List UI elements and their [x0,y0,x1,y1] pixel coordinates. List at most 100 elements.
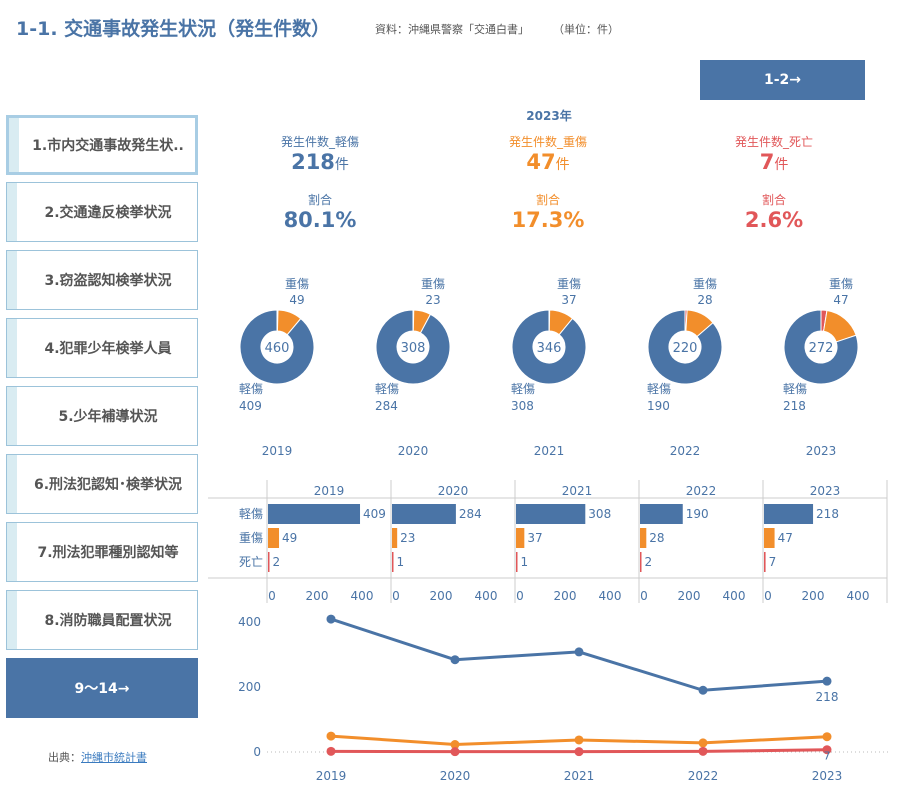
sidebar-item-theft[interactable]: 3.窃盗認知検挙状況 [6,250,198,310]
kpi-minor: 発生件数_軽傷 218件 割合 80.1% [230,133,410,232]
bar-2023-死亡[interactable] [764,552,766,572]
bar-2023-重傷[interactable] [764,528,775,548]
donut-minor-value-2021: 308 [511,399,534,413]
more-pages-button[interactable]: 9～14→ [6,658,198,718]
bar-2019-軽傷[interactable] [268,504,361,524]
kpi-serious-label: 発生件数_重傷 [508,135,587,149]
line-point-死亡-2021[interactable] [574,747,584,757]
donut-total-2019: 460 [265,341,290,356]
bar-2022-重傷[interactable] [640,528,647,548]
donut-serious-value-2022: 28 [697,293,712,307]
bar-label-2021-軽傷: 308 [588,507,611,521]
donut-serious-value-2020: 23 [425,293,440,307]
bar-2022-死亡[interactable] [640,552,642,572]
kpi-serious-value: 47 [526,150,556,174]
line-point-重傷-2022[interactable] [698,738,708,748]
line-ytick-0: 0 [253,745,261,759]
donut-minor-name-2021: 軽傷 [511,381,535,396]
bar-label-2020-重傷: 23 [400,531,415,545]
bar-label-2021-死亡: 1 [521,555,529,569]
sidebar-item-juvenile-arrests[interactable]: 4.犯罪少年検挙人員 [6,318,198,378]
line-point-死亡-2019[interactable] [326,746,336,756]
data-source: 資料：沖縄県警察「交通白書」 [375,23,529,36]
kpi-year: 2023年 [526,109,572,123]
donut-slice-2020-軽傷[interactable] [375,309,451,385]
line-xtick-2023: 2023 [812,769,843,783]
line-chart: 400 200 0 2019 2020 2021 2022 2023 218 7 [238,614,891,783]
kpi-death-ratio: 2.6% [744,208,804,232]
sidebar-item-fire-staff[interactable]: 8.消防職員配置状況 [6,590,198,650]
bar-xtick-2019-200: 200 [306,589,329,603]
bar-xtick-2022-0: 0 [640,589,648,603]
donut-total-2021: 346 [537,341,562,356]
next-page-button[interactable]: 1-2→ [700,60,865,100]
line-point-重傷-2021[interactable] [574,735,584,745]
bar-2021-軽傷[interactable] [516,504,586,524]
line-point-軽傷-2020[interactable] [450,655,460,665]
bar-2020-死亡[interactable] [392,552,394,572]
bar-2019-死亡[interactable] [268,552,270,572]
donut-serious-value-2019: 49 [289,293,304,307]
bar-2022-軽傷[interactable] [640,504,683,524]
donut-minor-value-2023: 218 [783,399,806,413]
unit-label: （単位：件） [553,23,619,36]
sidebar-item-crime-types[interactable]: 7.刑法犯罪種別認知等 [6,522,198,582]
donut-minor-value-2022: 190 [647,399,670,413]
line-point-死亡-2020[interactable] [450,747,460,757]
bar-2020-軽傷[interactable] [392,504,456,524]
bar-2020-重傷[interactable] [392,528,398,548]
bar-xtick-2022-200: 200 [678,589,701,603]
bar-label-2019-死亡: 2 [273,555,281,569]
bar-2021-死亡[interactable] [516,552,518,572]
line-xtick-2021: 2021 [564,769,595,783]
bar-2023-軽傷[interactable] [764,504,814,524]
line-xtick-2019: 2019 [316,769,347,783]
donut-serious-name-2019: 重傷 [285,276,309,291]
bar-xtick-2019-400: 400 [351,589,374,603]
line-point-軽傷-2019[interactable] [326,614,336,624]
bar-facet-title-2022: 2022 [686,484,717,498]
line-point-軽傷-2022[interactable] [698,685,708,695]
line-end-label-death: 7 [824,750,831,763]
sidebar-item-traffic-violations[interactable]: 2.交通違反検挙状況 [6,182,198,242]
sidebar-item-juvenile-guidance[interactable]: 5.少年補導状況 [6,386,198,446]
bar-label-2021-重傷: 37 [527,531,542,545]
donut-slice-2022-軽傷[interactable] [647,309,723,385]
donut-slice-2023-軽傷[interactable] [783,309,859,385]
bar-label-2020-死亡: 1 [397,555,405,569]
credit-link[interactable]: 沖縄市統計書 [81,751,147,764]
credit: 出典：沖縄市統計書 [48,751,147,764]
bar-xtick-2021-200: 200 [554,589,577,603]
sidebar-item-traffic-accidents[interactable]: 1.市内交通事故発生状.. [6,115,198,175]
bar-label-2019-重傷: 49 [282,531,297,545]
kpi-minor-label: 発生件数_軽傷 [280,135,359,149]
line-point-死亡-2023[interactable] [822,745,832,755]
bar-label-2022-重傷: 28 [649,531,664,545]
sidebar-item-criminal-cases[interactable]: 6.刑法犯認知･検挙状況 [6,454,198,514]
kpi-death: 発生件数_死亡 7件 割合 2.6% [684,133,864,232]
donut-total-2023: 272 [809,341,834,356]
donut-slice-2021-軽傷[interactable] [511,309,587,385]
line-point-重傷-2019[interactable] [326,731,336,741]
line-point-軽傷-2021[interactable] [574,647,584,657]
bar-label-2022-軽傷: 190 [686,507,709,521]
kpi-death-ratio-label: 割合 [761,193,786,207]
kpi-minor-value: 218 [291,150,335,174]
bar-xtick-2021-0: 0 [516,589,524,603]
donut-charts: 460 重傷 49 軽傷 409 2019 308 重傷 23 軽傷 284 2020 346 重傷 37 軽… [239,276,859,458]
bar-label-2019-軽傷: 409 [363,507,386,521]
line-point-重傷-2020[interactable] [450,740,460,750]
line-ytick-400: 400 [238,615,261,629]
line-point-死亡-2022[interactable] [698,746,708,756]
line-point-軽傷-2023[interactable] [822,676,832,686]
bar-2021-重傷[interactable] [516,528,525,548]
bar-xtick-2023-200: 200 [802,589,825,603]
donut-serious-name-2020: 重傷 [421,276,445,291]
donut-slice-2019-軽傷[interactable] [239,309,315,385]
donut-serious-value-2021: 37 [561,293,576,307]
line-point-重傷-2023[interactable] [822,732,832,742]
bar-2019-重傷[interactable] [268,528,280,548]
bar-xtick-2021-400: 400 [599,589,622,603]
page-title: 1-1. 交通事故発生状況（発生件数） [16,18,331,40]
